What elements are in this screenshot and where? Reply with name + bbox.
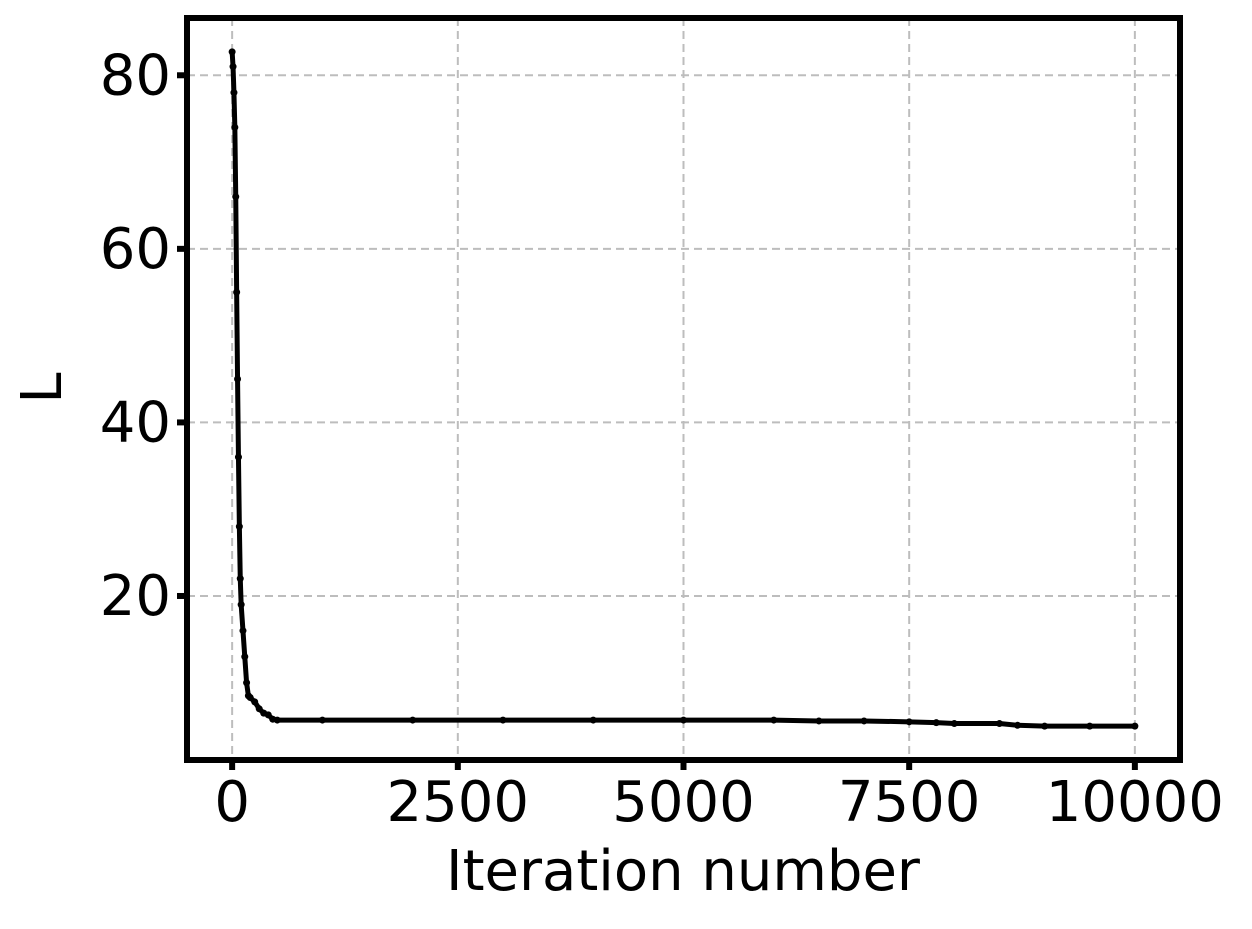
x-tick-label: 5000: [612, 770, 755, 835]
data-point: [234, 453, 242, 461]
data-point: [241, 653, 249, 661]
data-point: [1086, 722, 1094, 730]
data-point: [229, 63, 237, 71]
data-point: [246, 694, 254, 702]
x-tick-label: 10000: [1046, 770, 1224, 835]
data-point: [236, 575, 244, 583]
data-point: [815, 717, 823, 725]
data-point: [232, 193, 240, 201]
data-point: [860, 717, 868, 725]
x-tick-label: 2500: [387, 770, 530, 835]
data-point: [1041, 722, 1049, 730]
data-point: [1014, 721, 1022, 729]
x-axis-label: Iteration number: [446, 839, 921, 904]
data-point: [1131, 722, 1139, 730]
data-point: [932, 719, 940, 727]
y-tick-label: 80: [100, 43, 171, 108]
data-point: [237, 601, 245, 609]
data-point: [243, 679, 251, 687]
data-point: [255, 705, 263, 713]
data-point: [770, 716, 778, 724]
data-point: [231, 123, 239, 131]
y-tick-label: 40: [100, 391, 171, 456]
data-point: [995, 720, 1003, 728]
data-point: [233, 288, 241, 296]
x-tick-label: 0: [214, 770, 250, 835]
data-point: [251, 698, 259, 706]
data-point: [409, 716, 417, 724]
y-tick-label: 60: [100, 217, 171, 282]
data-point: [273, 716, 281, 724]
data-point: [239, 627, 247, 635]
y-tick-label: 20: [100, 564, 171, 629]
data-point: [950, 720, 958, 728]
data-point: [228, 48, 236, 56]
plot-frame: [184, 15, 1183, 763]
data-point: [264, 711, 272, 719]
data-point: [234, 375, 242, 383]
y-axis-label: L: [10, 372, 75, 403]
data-point: [589, 716, 597, 724]
data-point: [680, 716, 687, 724]
data-point: [318, 716, 326, 724]
data-point: [235, 523, 243, 531]
data-point: [230, 89, 238, 97]
x-tick-label: 7500: [838, 770, 981, 835]
data-point: [905, 718, 913, 726]
data-point: [499, 716, 507, 724]
